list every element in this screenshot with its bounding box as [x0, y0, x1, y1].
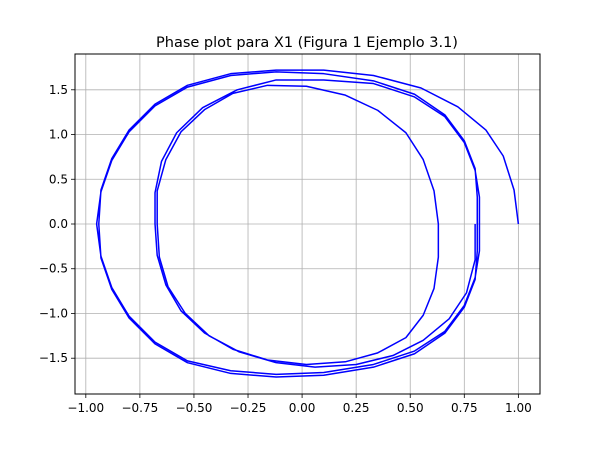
y-tick-label: −1.0 — [39, 306, 68, 320]
series-layer — [95, 69, 520, 378]
y-tick-label: −0.5 — [39, 262, 68, 276]
x-tick-label: −0.50 — [176, 401, 213, 415]
y-tick-label: 0.0 — [49, 217, 68, 231]
x-tick-label: 0.25 — [343, 401, 370, 415]
x-tick-label: 1.00 — [505, 401, 532, 415]
x-tick-label: −0.25 — [230, 401, 267, 415]
x-axis-ticks: −1.00 −0.75 −0.50 −0.25 0.00 0.25 0.50 0.75 1.00 — [67, 394, 532, 415]
phase-trajectory-line — [95, 69, 520, 378]
chart-title: Phase plot para X1 (Figura 1 Ejemplo 3.1… — [156, 35, 458, 51]
y-tick-label: −1.5 — [39, 351, 68, 365]
x-tick-label: −0.75 — [121, 401, 158, 415]
x-tick-label: −1.00 — [67, 401, 104, 415]
y-axis-ticks: −1.5 −1.0 −0.5 0.0 0.5 1.0 1.5 — [39, 83, 75, 365]
x-tick-label: 0.00 — [289, 401, 316, 415]
grid — [75, 54, 540, 394]
y-tick-label: 1.5 — [49, 83, 68, 97]
y-tick-label: 1.0 — [49, 128, 68, 142]
x-tick-label: 0.75 — [451, 401, 478, 415]
y-tick-label: 0.5 — [49, 172, 68, 186]
x-tick-label: 0.50 — [397, 401, 424, 415]
